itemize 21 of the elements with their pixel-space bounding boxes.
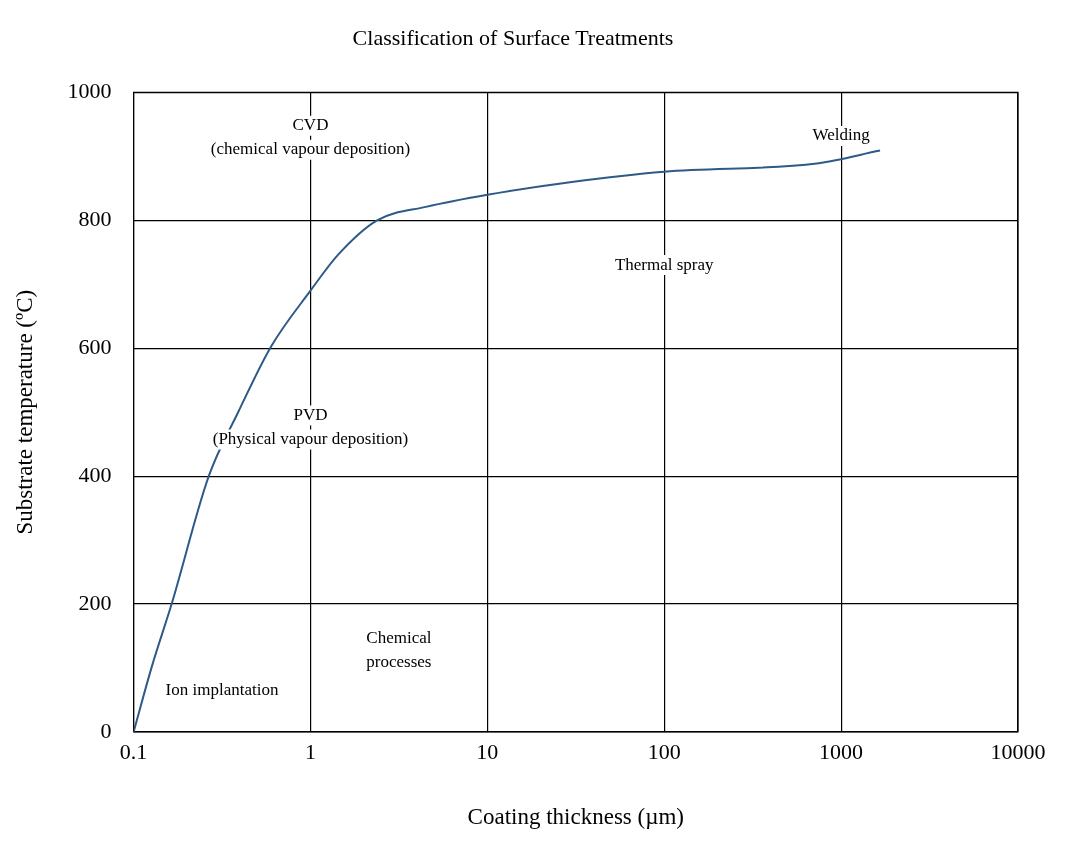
annotation: Thermal spray (614, 254, 715, 274)
annotation: Welding (812, 125, 871, 145)
annotation: Ion implantation (165, 679, 279, 699)
x-axis-title: Coating thickness (µm) (467, 804, 684, 830)
y-tick-label: 400 (78, 461, 112, 487)
annotation: PVD (Physical vapour deposition) (212, 405, 409, 449)
x-tick-label: 1 (304, 738, 316, 764)
y-tick-label: 800 (78, 206, 112, 232)
y-tick-label: 200 (78, 589, 112, 615)
y-axis-title: Substrate temperature (ºC) (11, 289, 37, 535)
y-tick-label: 1000 (67, 78, 112, 104)
x-tick-label: 10 (476, 738, 499, 764)
y-tick-label: 0 (100, 717, 112, 743)
y-tick-label: 600 (78, 334, 112, 360)
annotation: Chemical processes (366, 628, 432, 672)
annotation: CVD (chemical vapour deposition) (210, 115, 411, 159)
x-tick-label: 100 (647, 738, 681, 764)
x-tick-label: 0.1 (119, 738, 148, 764)
x-tick-label: 10000 (990, 738, 1046, 764)
x-tick-label: 1000 (819, 738, 864, 764)
chart-title: Classification of Surface Treatments (352, 24, 674, 50)
